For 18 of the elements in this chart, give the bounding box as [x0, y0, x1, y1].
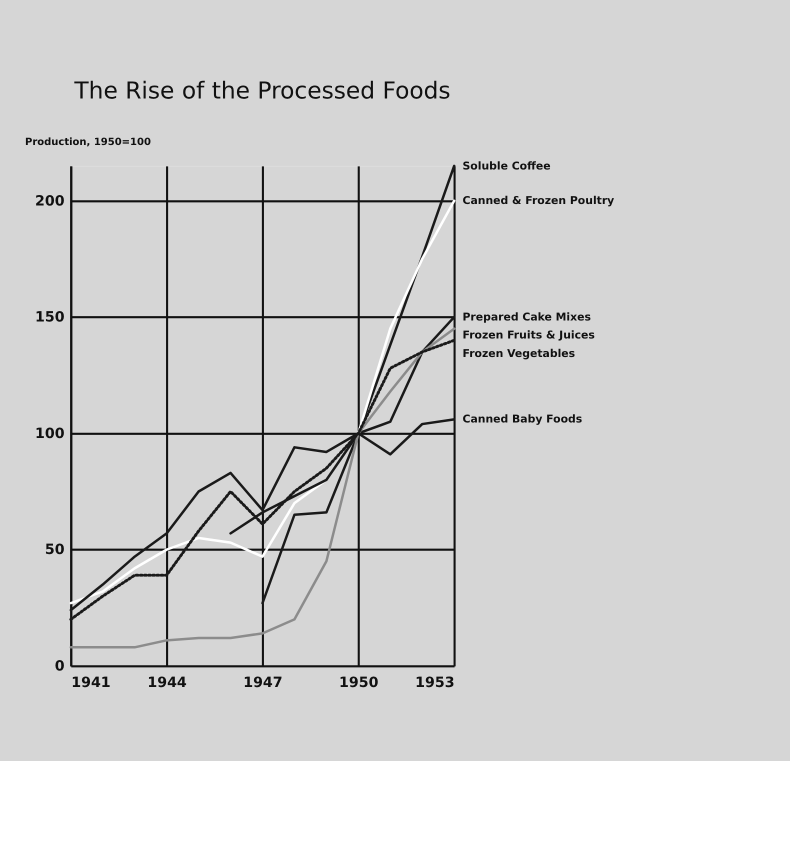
y-tick-label: 0 — [54, 658, 65, 674]
x-tick-label: 1944 — [147, 675, 187, 692]
series-label: Frozen Fruits & Juices — [462, 328, 595, 342]
series-label: Prepared Cake Mixes — [462, 310, 591, 324]
series-label: Canned Baby Foods — [462, 412, 582, 426]
y-tick-label: 50 — [44, 542, 65, 558]
x-tick-label: 1953 — [415, 675, 455, 692]
x-tick-label: 1947 — [243, 675, 283, 692]
series-label: Frozen Vegetables — [462, 347, 576, 360]
y-tick-label: 150 — [35, 310, 65, 326]
y-tick-label: 200 — [35, 193, 65, 210]
y-tick-label: 100 — [35, 426, 65, 442]
chart-title: The Rise of the Processed Foods — [73, 76, 451, 104]
x-tick-label: 1950 — [339, 675, 379, 692]
x-tick-label: 1941 — [71, 675, 111, 692]
series-label: Canned & Frozen Poultry — [462, 194, 614, 208]
series-label: Soluble Coffee — [462, 159, 551, 172]
y-axis-title: Production, 1950=100 — [25, 137, 151, 148]
